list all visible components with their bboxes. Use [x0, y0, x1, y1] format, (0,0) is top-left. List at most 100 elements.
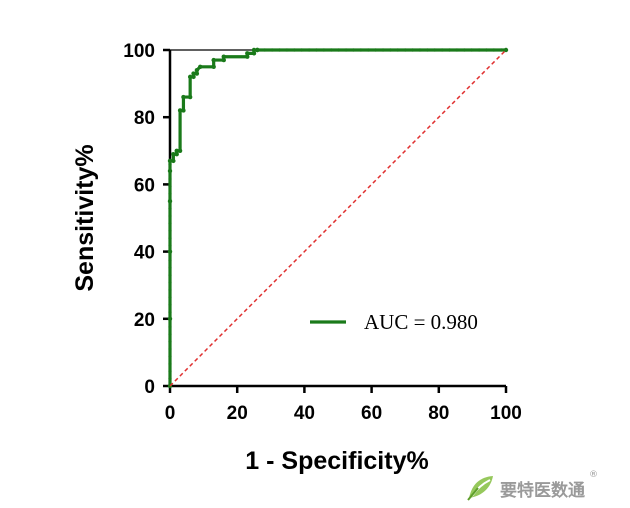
roc-point: [168, 170, 172, 174]
y-tick-label: 100: [123, 41, 155, 62]
roc-point: [177, 148, 183, 153]
watermark-text: 要特医数通: [500, 480, 585, 501]
roc-point: [477, 48, 481, 52]
roc-point: [447, 48, 452, 52]
roc-point: [171, 158, 176, 164]
roc-point: [425, 48, 429, 52]
roc-point: [329, 48, 333, 52]
roc-point: [418, 48, 422, 52]
roc-point: [492, 48, 496, 52]
roc-point: [174, 151, 179, 157]
roc-point: [168, 317, 172, 322]
roc-point: [168, 206, 172, 211]
roc-point: [168, 303, 172, 307]
roc-point: [168, 354, 172, 359]
roc-point: [366, 48, 370, 52]
roc-point: [307, 48, 311, 52]
roc-point: [168, 369, 172, 373]
y-tick-label: 60: [134, 175, 155, 196]
roc-point: [263, 48, 267, 52]
roc-point: [503, 47, 509, 53]
roc-point: [440, 48, 444, 52]
legend-label: AUC = 0.980: [364, 310, 478, 334]
roc-point: [181, 108, 186, 113]
roc-point: [168, 177, 172, 181]
roc-point: [285, 48, 289, 52]
roc-point: [396, 48, 400, 52]
roc-point: [211, 57, 216, 63]
roc-point: [171, 151, 176, 157]
roc-point: [221, 57, 226, 63]
axes: 0 20 40 60 80 100 0 20 40 60 80 100: [123, 41, 522, 424]
roc-point: [168, 266, 172, 270]
roc-point: [499, 48, 503, 52]
roc-point: [194, 71, 200, 76]
y-tick-label: 20: [134, 310, 155, 331]
roc-point: [168, 347, 172, 351]
roc-point: [221, 54, 226, 59]
roc-point: [181, 94, 186, 100]
roc-point: [168, 229, 172, 233]
x-tick-label: 40: [294, 403, 315, 424]
y-tick-label: 40: [134, 243, 155, 264]
roc-point: [455, 48, 459, 52]
roc-point: [410, 48, 415, 52]
x-tick-label: 100: [490, 403, 522, 424]
roc-point: [168, 199, 172, 203]
y-axis-title: Sensitivity%: [71, 144, 99, 291]
roc-point: [168, 332, 172, 336]
roc-point: [168, 377, 172, 381]
roc-point: [168, 310, 172, 314]
x-tick-label: 60: [361, 403, 382, 424]
roc-point: [251, 51, 257, 56]
roc-point: [174, 148, 179, 153]
roc-point: [381, 48, 385, 52]
roc-point: [300, 48, 304, 52]
roc-point: [168, 280, 172, 285]
roc-point: [198, 64, 203, 70]
roc-point: [168, 162, 172, 166]
roc-point: [168, 192, 172, 196]
x-tick-label: 80: [428, 403, 449, 424]
roc-point: [322, 48, 326, 52]
roc-point: [168, 184, 172, 189]
roc-point: [245, 51, 250, 56]
roc-point: [484, 48, 489, 52]
roc-point: [167, 158, 173, 164]
roc-point: [374, 48, 378, 52]
roc-point: [292, 48, 296, 52]
roc-point: [168, 221, 172, 225]
watermark: 要特医数通 ®: [466, 470, 598, 502]
roc-point: [211, 64, 216, 70]
roc-point: [351, 48, 356, 52]
roc-point: [191, 71, 196, 76]
series-layer: [167, 47, 509, 389]
roc-point: [168, 325, 172, 329]
roc-point: [177, 108, 183, 113]
roc-point: [344, 48, 348, 52]
roc-point: [359, 48, 363, 52]
roc-point: [255, 48, 259, 52]
roc-point: [168, 214, 172, 218]
roc-point: [168, 362, 172, 366]
roc-point: [270, 48, 274, 52]
roc-point: [168, 295, 172, 299]
roc-point: [187, 74, 193, 80]
roc-point: [245, 54, 250, 59]
roc-point: [191, 74, 196, 80]
roc-point: [251, 47, 257, 53]
roc-point: [168, 251, 172, 255]
roc-point: [462, 48, 466, 52]
roc-point: [314, 48, 319, 52]
roc-point: [277, 48, 282, 52]
roc-point: [433, 48, 437, 52]
registered-mark-icon: ®: [589, 470, 598, 480]
reference-diagonal-line: [169, 49, 507, 387]
legend: AUC = 0.980: [310, 310, 478, 334]
roc-point: [194, 67, 200, 73]
roc-point: [168, 258, 172, 262]
roc-point: [168, 340, 172, 344]
y-tick-label: 0: [144, 377, 155, 398]
roc-point: [470, 48, 474, 52]
